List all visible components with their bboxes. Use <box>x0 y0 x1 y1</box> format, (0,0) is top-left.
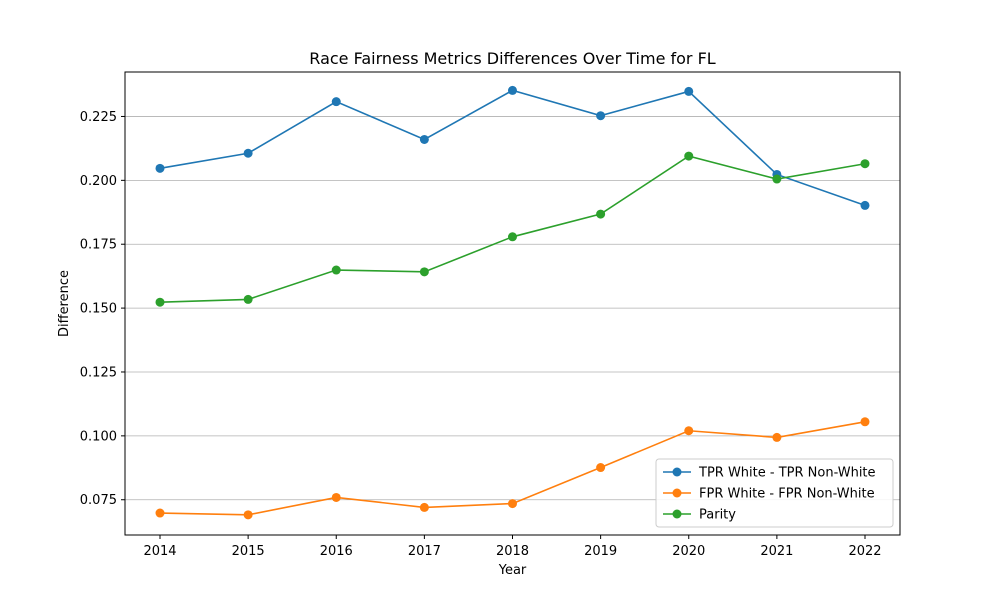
x-tick-label: 2020 <box>672 544 705 559</box>
x-tick-label: 2015 <box>232 544 265 559</box>
series-group <box>155 417 870 520</box>
y-axis-label: Difference <box>57 270 72 337</box>
legend-label: TPR White - TPR Non-White <box>698 466 876 481</box>
data-point <box>772 174 782 184</box>
y-tick-label: 0.125 <box>80 365 117 380</box>
x-tick-label: 2019 <box>584 544 617 559</box>
legend-item: FPR White - FPR Non-White <box>663 487 875 502</box>
data-point <box>684 151 694 161</box>
legend-label: FPR White - FPR Non-White <box>699 487 875 502</box>
x-tick-label: 2022 <box>848 544 881 559</box>
data-point <box>860 417 870 427</box>
data-point <box>155 297 165 307</box>
data-point <box>860 200 870 210</box>
legend-box <box>655 458 894 528</box>
data-point <box>419 267 429 277</box>
legend-swatch-marker <box>672 509 682 519</box>
x-tick-label: 2017 <box>408 544 441 559</box>
x-tick-label: 2021 <box>760 544 793 559</box>
legend-swatch-marker <box>672 467 682 477</box>
series-layer <box>155 85 870 520</box>
legend-label: Parity <box>699 508 736 523</box>
legend-item: Parity <box>663 508 736 523</box>
data-point <box>772 432 782 442</box>
data-point <box>419 502 429 512</box>
x-axis: 2014 2015 2016 2017 2018 2019 2020 2021 2022 <box>143 535 882 559</box>
data-point <box>243 294 253 304</box>
data-point <box>508 232 517 242</box>
series-group <box>155 151 870 307</box>
data-point <box>331 97 341 107</box>
legend-item: TPR White - TPR Non-White <box>663 466 876 481</box>
data-point <box>596 111 606 121</box>
x-tick-label: 2016 <box>320 544 353 559</box>
chart-title: Race Fairness Metrics Differences Over T… <box>309 49 715 68</box>
x-axis-label: Year <box>498 563 527 578</box>
data-point <box>419 134 429 144</box>
data-point <box>684 426 694 436</box>
data-point <box>243 148 253 158</box>
y-tick-label: 0.175 <box>80 238 117 253</box>
series-group <box>155 85 870 210</box>
series-line <box>159 155 866 304</box>
data-point <box>860 159 870 169</box>
data-point <box>596 463 606 473</box>
series-line <box>159 89 866 207</box>
y-axis: 0.075 0.100 0.125 0.150 0.175 0.200 0.225 <box>80 110 125 508</box>
y-tick-label: 0.225 <box>80 110 117 125</box>
y-tick-label: 0.150 <box>80 302 117 317</box>
legend-swatch-marker <box>672 488 682 498</box>
data-point <box>155 163 165 173</box>
data-point <box>155 508 165 518</box>
legend: TPR White - TPR Non-White FPR White - FPR… <box>655 458 894 528</box>
grid-layer <box>125 116 900 501</box>
x-tick-label: 2018 <box>496 544 529 559</box>
x-tick-label: 2014 <box>143 544 176 559</box>
y-tick-label: 0.200 <box>80 174 117 189</box>
data-point <box>331 492 341 502</box>
data-point <box>596 209 606 219</box>
data-point <box>684 86 694 96</box>
data-point <box>331 265 341 275</box>
data-point <box>243 510 253 520</box>
y-tick-label: 0.075 <box>80 493 117 508</box>
data-point <box>508 85 517 95</box>
data-point <box>508 499 517 509</box>
y-tick-label: 0.100 <box>80 429 117 444</box>
